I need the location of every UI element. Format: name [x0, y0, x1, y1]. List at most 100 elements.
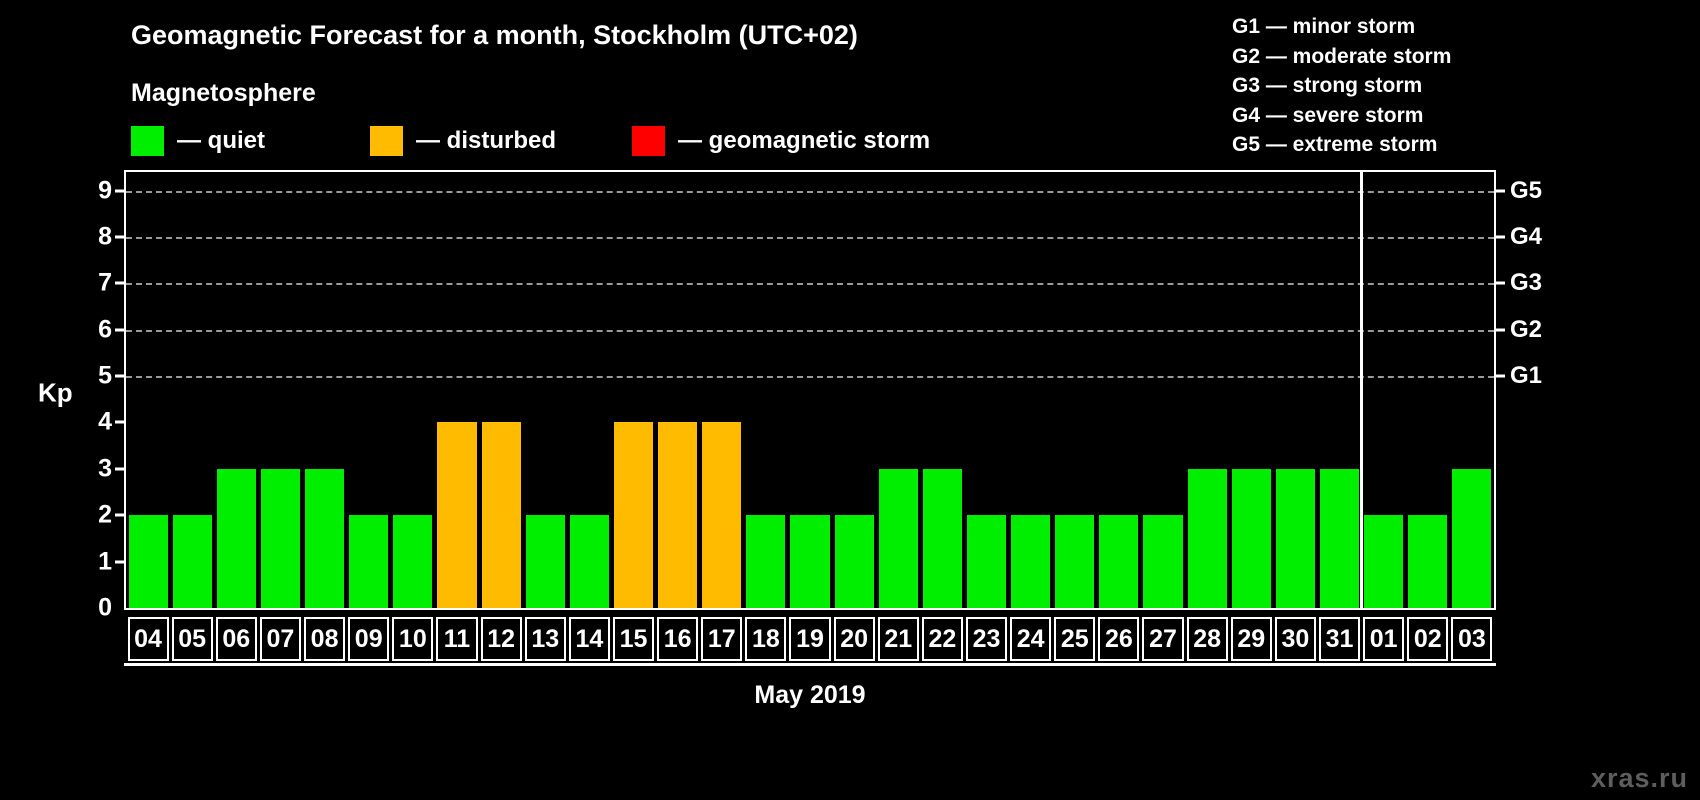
forecast-divider: [1360, 172, 1364, 608]
bar-day-16[interactable]: [658, 422, 698, 608]
y-tick-label-9: 9: [98, 176, 112, 205]
bar-day-05[interactable]: [172, 515, 212, 608]
x-tick-day-27[interactable]: 27: [1142, 617, 1184, 661]
bar-day-01[interactable]: [1364, 515, 1404, 608]
x-tick-day-19[interactable]: 19: [789, 617, 831, 661]
x-tick-day-24[interactable]: 24: [1010, 617, 1052, 661]
x-tick-day-08[interactable]: 08: [304, 617, 346, 661]
x-tick-day-10[interactable]: 10: [392, 617, 434, 661]
x-tick-day-05[interactable]: 05: [171, 617, 213, 661]
bar-day-23[interactable]: [966, 515, 1007, 608]
bar-day-07[interactable]: [260, 468, 300, 608]
x-tick-day-01[interactable]: 01: [1363, 617, 1405, 661]
x-tick-day-20[interactable]: 20: [833, 617, 875, 661]
bar-day-15[interactable]: [613, 422, 654, 608]
x-tick-day-06[interactable]: 06: [215, 617, 257, 661]
y-tick-mark-3: [115, 467, 126, 471]
x-tick-day-17[interactable]: 17: [701, 617, 743, 661]
y-tick-label-6: 6: [98, 315, 112, 344]
x-tick-day-22[interactable]: 22: [921, 617, 963, 661]
x-tick-day-25[interactable]: 25: [1054, 617, 1096, 661]
g-scale-line-3: G3 — strong storm: [1232, 74, 1423, 97]
y-tick-mark-4: [115, 420, 126, 424]
legend: — quiet — disturbed — geomagnetic storm: [131, 126, 930, 156]
bar-day-14[interactable]: [569, 515, 609, 608]
bar-day-25[interactable]: [1055, 515, 1095, 608]
legend-swatch-storm: [632, 126, 666, 156]
y-tick-mark-1: [115, 560, 126, 564]
y-tick-mark-2: [115, 513, 126, 517]
g-tick-mark-G3: [1494, 281, 1505, 285]
bar-day-08[interactable]: [305, 468, 345, 608]
legend-swatch-quiet: [131, 126, 164, 156]
g-tick-label-G3: G3: [1510, 269, 1543, 297]
g-tick-label-G1: G1: [1510, 362, 1543, 390]
x-tick-day-16[interactable]: 16: [657, 617, 699, 661]
y-tick-mark-8: [115, 235, 126, 239]
x-tick-day-13[interactable]: 13: [524, 617, 566, 661]
bar-day-11[interactable]: [437, 422, 477, 608]
bar-day-03[interactable]: [1452, 468, 1492, 608]
legend-label-storm: — geomagnetic storm: [678, 127, 931, 154]
g-scale-line-2: G2 — moderate storm: [1232, 44, 1452, 68]
bar-day-22[interactable]: [922, 468, 962, 608]
bar-day-26[interactable]: [1099, 515, 1139, 608]
bar-day-10[interactable]: [393, 515, 433, 608]
x-tick-day-28[interactable]: 28: [1186, 617, 1228, 661]
y-tick-label-2: 2: [98, 500, 112, 529]
x-tick-day-03[interactable]: 03: [1451, 617, 1493, 661]
bar-day-29[interactable]: [1231, 468, 1271, 608]
x-tick-day-14[interactable]: 14: [568, 617, 610, 661]
bar-day-20[interactable]: [834, 515, 874, 608]
g-scale-line-4: G4 — severe storm: [1232, 103, 1424, 127]
x-tick-day-07[interactable]: 07: [259, 617, 301, 661]
bar-day-06[interactable]: [216, 468, 256, 608]
bar-day-30[interactable]: [1275, 468, 1315, 608]
bar-day-21[interactable]: [878, 468, 918, 608]
bar-day-09[interactable]: [349, 515, 389, 608]
x-tick-day-23[interactable]: 23: [965, 617, 1008, 661]
page-title: Geomagnetic Forecast for a month, Stockh…: [131, 20, 858, 50]
gridline-kp-8: [126, 236, 1494, 239]
g-tick-mark-G4: [1494, 235, 1505, 239]
bar-day-27[interactable]: [1143, 515, 1183, 608]
bar-day-17[interactable]: [702, 422, 742, 608]
x-tick-day-02[interactable]: 02: [1407, 617, 1449, 661]
x-tick-day-12[interactable]: 12: [480, 617, 522, 661]
x-axis-baseline: [124, 663, 1496, 666]
gridline-kp-7: [126, 283, 1494, 286]
plot-area: [124, 170, 1496, 610]
x-tick-day-30[interactable]: 30: [1274, 617, 1316, 661]
x-tick-day-11[interactable]: 11: [436, 617, 478, 661]
legend-item-disturbed: — disturbed: [370, 126, 556, 156]
bar-day-24[interactable]: [1011, 515, 1051, 608]
legend-label-quiet: — quiet: [177, 127, 265, 154]
g-tick-label-G2: G2: [1510, 315, 1543, 343]
x-tick-day-29[interactable]: 29: [1230, 617, 1272, 661]
bar-day-04[interactable]: [128, 515, 168, 608]
bar-day-02[interactable]: [1408, 515, 1448, 608]
gridline-kp-9: [126, 190, 1494, 193]
g-tick-label-G4: G4: [1510, 222, 1543, 250]
g-tick-mark-G2: [1494, 328, 1505, 332]
y-tick-label-8: 8: [98, 222, 112, 251]
x-tick-day-04[interactable]: 04: [127, 617, 169, 661]
x-tick-day-18[interactable]: 18: [745, 617, 787, 661]
x-tick-day-26[interactable]: 26: [1098, 617, 1140, 661]
g-tick-mark-G5: [1494, 189, 1505, 193]
y-tick-label-5: 5: [98, 361, 112, 390]
bar-day-19[interactable]: [790, 515, 830, 608]
bar-day-28[interactable]: [1187, 468, 1227, 608]
x-tick-day-31[interactable]: 31: [1318, 617, 1361, 661]
bar-day-12[interactable]: [481, 422, 521, 608]
legend-item-quiet: — quiet: [131, 126, 265, 156]
gridline-kp-6: [126, 329, 1494, 332]
x-tick-day-09[interactable]: 09: [348, 617, 390, 661]
bar-day-18[interactable]: [746, 515, 786, 608]
bar-day-31[interactable]: [1319, 468, 1360, 608]
x-tick-day-21[interactable]: 21: [877, 617, 919, 661]
bar-day-13[interactable]: [525, 515, 565, 608]
gridline-kp-5: [126, 376, 1494, 379]
x-tick-day-15[interactable]: 15: [612, 617, 655, 661]
